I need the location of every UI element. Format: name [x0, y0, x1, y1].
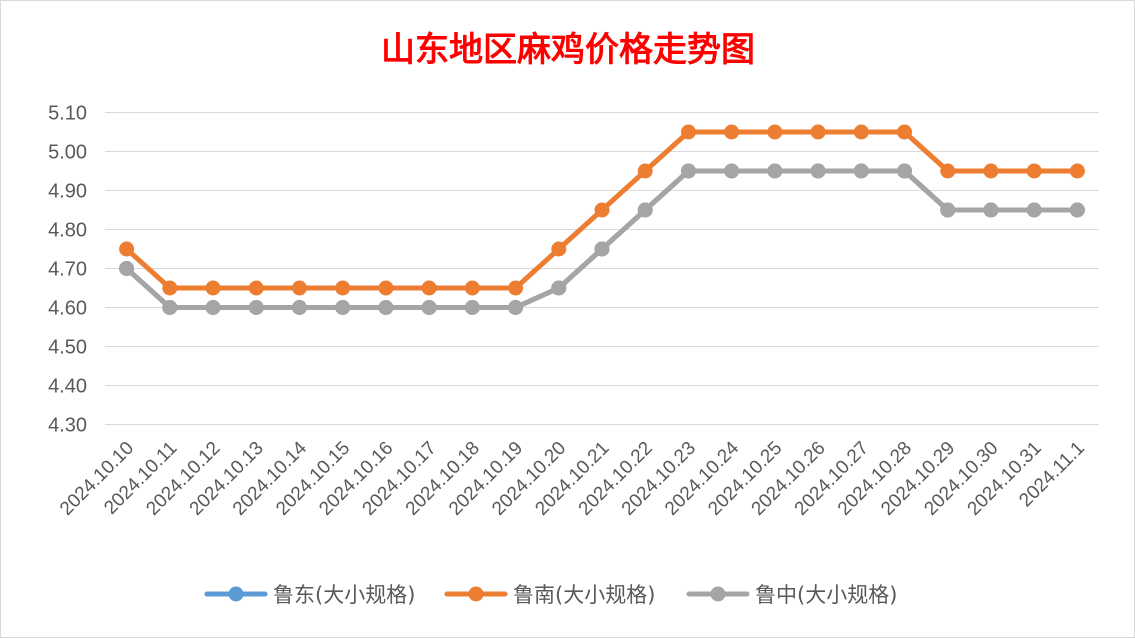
data-point: [983, 202, 999, 218]
data-point: [594, 241, 610, 257]
data-point: [248, 280, 264, 296]
data-point: [680, 163, 696, 179]
data-point: [335, 280, 351, 296]
data-point: [421, 280, 437, 296]
legend-label: 鲁东(大小规格): [273, 583, 415, 607]
series-2: [119, 124, 1085, 296]
data-point: [205, 280, 221, 296]
data-point: [464, 300, 480, 315]
data-point: [119, 261, 135, 276]
data-point: [853, 163, 869, 179]
data-point: [1069, 202, 1085, 218]
y-tick-label: 4.60: [48, 298, 87, 320]
gridlines: [105, 112, 1099, 425]
data-point: [594, 202, 610, 218]
data-point: [162, 280, 178, 296]
data-point: [291, 280, 307, 296]
data-point: [291, 300, 307, 315]
y-tick-label: 4.70: [48, 259, 87, 281]
data-point: [940, 163, 956, 179]
series-lines: [119, 124, 1085, 315]
data-point: [378, 280, 394, 296]
legend: 鲁东(大小规格) 鲁南(大小规格) 鲁中(大小规格): [204, 583, 897, 607]
data-point: [897, 124, 913, 140]
data-point: [119, 241, 135, 257]
data-point: [508, 300, 524, 315]
legend-item: 鲁中(大小规格): [686, 583, 897, 607]
legend-marker: [468, 586, 484, 602]
data-point: [724, 163, 740, 179]
data-point: [248, 300, 264, 315]
data-point: [551, 280, 567, 296]
data-point: [637, 163, 653, 179]
legend-item: 鲁东(大小规格): [204, 583, 415, 607]
legend-item: 鲁南(大小规格): [444, 583, 655, 607]
legend-label: 鲁南(大小规格): [513, 583, 655, 607]
y-tick-label: 5.10: [48, 103, 87, 125]
data-point: [680, 124, 696, 140]
data-point: [551, 241, 567, 257]
x-axis-ticks: 2024.10.102024.10.112024.10.122024.10.13…: [56, 437, 1089, 519]
data-point: [508, 280, 524, 296]
series-1: [119, 163, 1085, 315]
y-axis-ticks: 4.30 4.40 4.50 4.60 4.70 4.80 4.90 5.00 5.10: [48, 103, 87, 437]
data-point: [378, 300, 394, 315]
y-tick-label: 4.30: [48, 415, 87, 437]
data-point: [1026, 202, 1042, 218]
y-tick-label: 4.90: [48, 181, 87, 203]
data-point: [637, 202, 653, 218]
data-point: [1069, 163, 1085, 179]
data-point: [810, 163, 826, 179]
y-tick-label: 4.50: [48, 337, 87, 359]
legend-label: 鲁中(大小规格): [755, 583, 897, 607]
data-point: [767, 124, 783, 140]
data-point: [853, 124, 869, 140]
data-point: [1026, 163, 1042, 179]
data-point: [421, 300, 437, 315]
data-point: [464, 280, 480, 296]
data-point: [810, 124, 826, 140]
data-point: [162, 300, 178, 315]
chart-title: 山东地区麻鸡价格走势图: [381, 30, 755, 70]
series-3: [119, 163, 1085, 315]
legend-marker: [228, 586, 244, 602]
data-point: [335, 300, 351, 315]
y-tick-label: 4.40: [48, 376, 87, 398]
data-point: [205, 300, 221, 315]
data-point: [767, 163, 783, 179]
data-point: [983, 163, 999, 179]
y-tick-label: 5.00: [48, 142, 87, 164]
data-point: [897, 163, 913, 179]
data-point: [940, 202, 956, 218]
legend-marker: [710, 586, 726, 602]
data-point: [724, 124, 740, 140]
y-tick-label: 4.80: [48, 220, 87, 242]
